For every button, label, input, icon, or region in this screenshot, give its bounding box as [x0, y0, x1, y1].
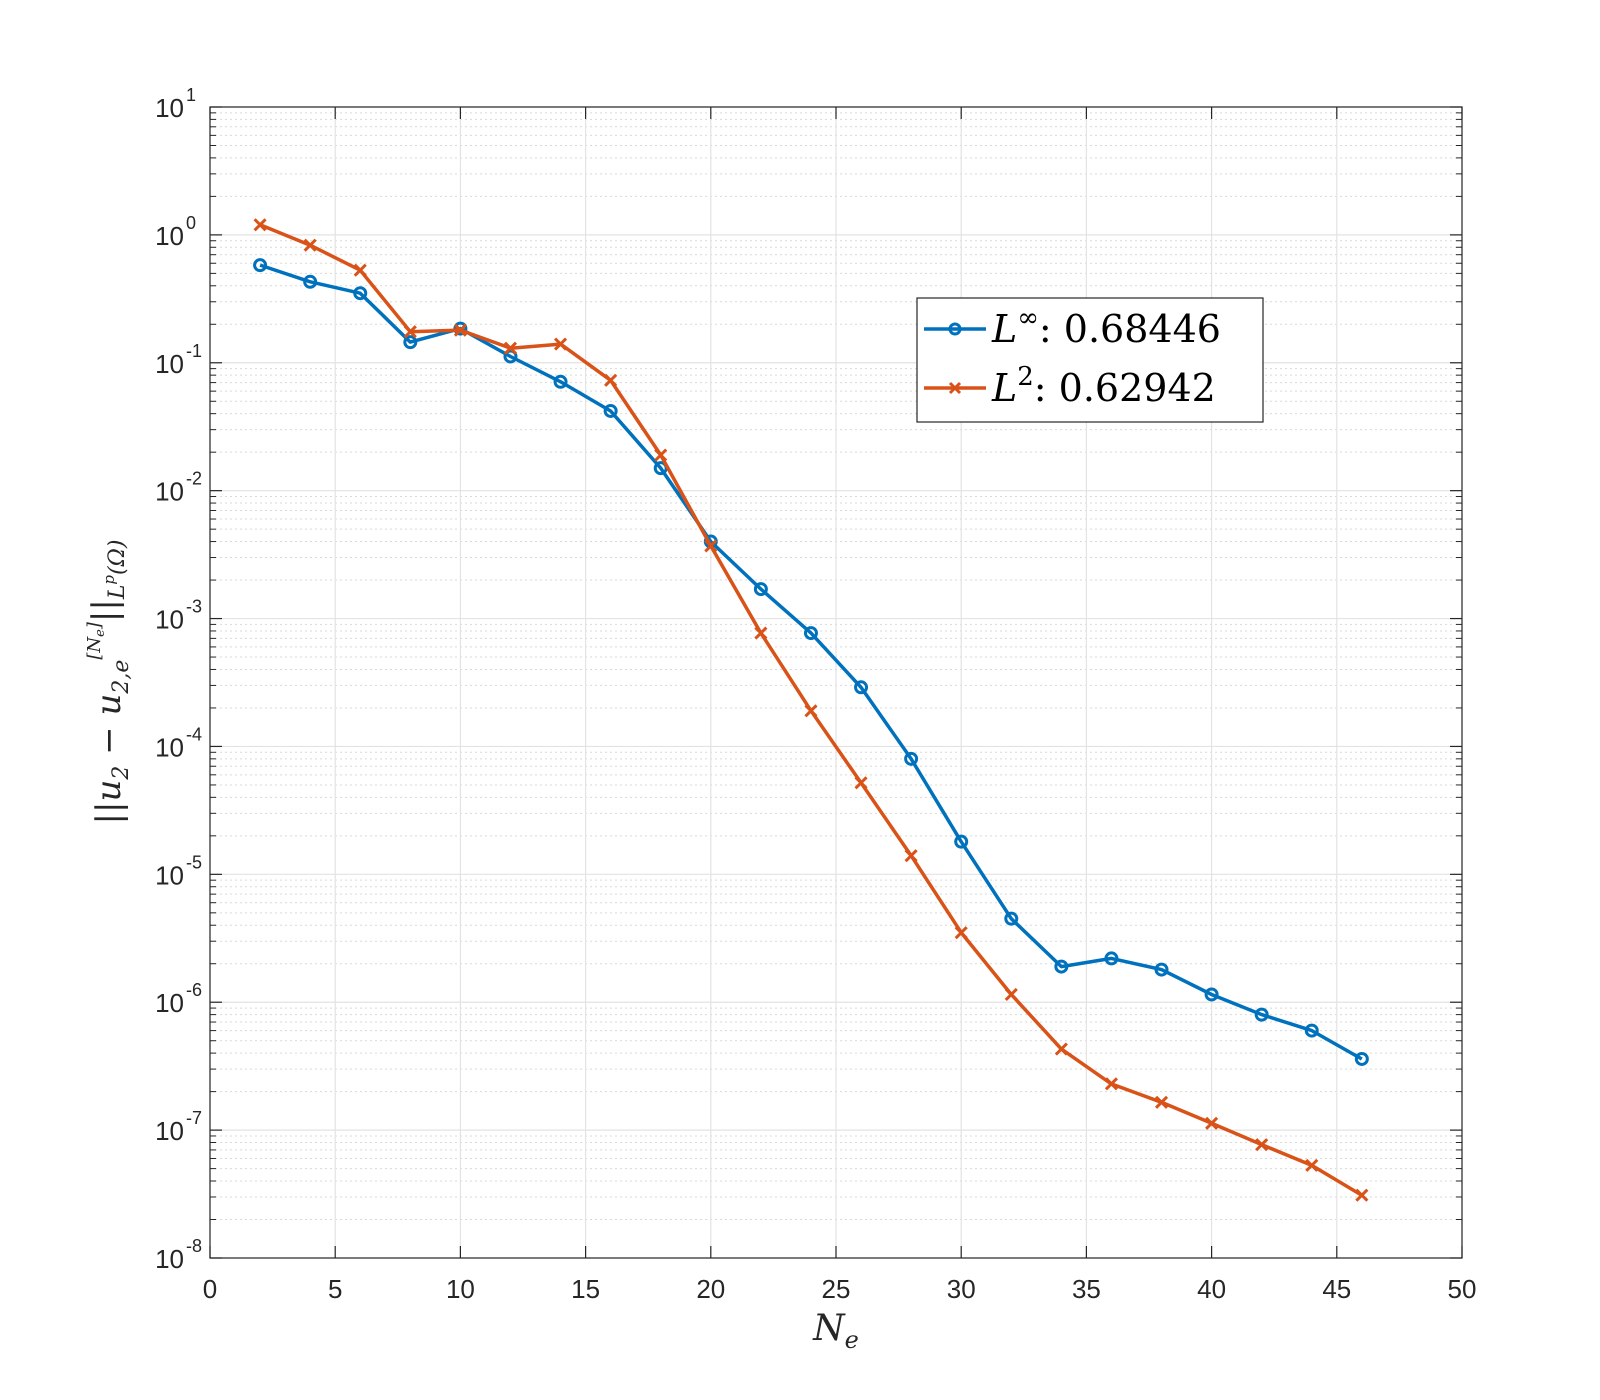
data-point-cross — [854, 776, 868, 790]
data-point-cross — [1255, 1138, 1269, 1152]
data-point-cross — [503, 341, 518, 355]
y-tick-label: 10 — [155, 221, 184, 251]
data-point-cross — [954, 926, 968, 940]
x-tick-label: 0 — [203, 1274, 217, 1304]
data-point-cross — [1355, 1188, 1369, 1202]
data-point-circle — [904, 751, 919, 766]
data-point-circle — [1354, 1051, 1369, 1066]
data-point-cross — [253, 218, 267, 232]
x-tick-label: 25 — [822, 1274, 851, 1304]
legend-marker-cross-icon — [948, 381, 962, 395]
y-tick-label: 10 — [155, 732, 184, 762]
y-tick-exponent: -5 — [186, 852, 202, 872]
legend-label-l2: L2: 0.62942 — [991, 362, 1216, 410]
data-point-circle — [954, 834, 969, 849]
x-tick-label: 5 — [328, 1274, 342, 1304]
y-tick-exponent: -8 — [186, 1236, 202, 1256]
data-point-cross — [453, 323, 467, 337]
data-point-circle — [1254, 1007, 1269, 1022]
data-point-cross — [303, 238, 317, 252]
data-point-cross — [553, 337, 568, 351]
x-tick-label: 35 — [1072, 1274, 1101, 1304]
x-tick-label: 40 — [1197, 1274, 1226, 1304]
series-layer — [253, 218, 1369, 1202]
x-tick-labels: 0 5 10 15 20 25 30 35 40 45 50 — [203, 1274, 1477, 1304]
data-point-cross — [654, 448, 668, 462]
data-point-circle — [353, 286, 368, 301]
legend-l2-sup: 2 — [1017, 362, 1034, 392]
data-point-circle — [854, 680, 869, 695]
data-point-circle — [1204, 987, 1219, 1002]
data-point-cross — [804, 704, 818, 718]
x-tick-label: 20 — [696, 1274, 725, 1304]
legend-linf-value: : 0.68446 — [1039, 307, 1221, 351]
y-tick-exponent: 0 — [186, 213, 196, 233]
data-point-circle — [1054, 959, 1069, 974]
y-tick-exponent: -3 — [186, 597, 202, 617]
data-point-circle — [1104, 951, 1119, 966]
legend: L∞: 0.68446 L2: 0.62942 — [916, 297, 1264, 423]
data-point-cross — [1004, 987, 1018, 1002]
data-point-cross — [904, 849, 918, 863]
y-tick-label: 10 — [155, 93, 184, 123]
y-tick-exponent: -2 — [186, 469, 202, 489]
x-tick-label: 45 — [1322, 1274, 1351, 1304]
legend-label-linf: L∞: 0.68446 — [991, 303, 1221, 351]
data-point-circle — [503, 349, 518, 364]
data-point-cross — [1054, 1042, 1068, 1056]
x-axis-title: Ne — [812, 1308, 859, 1354]
x-tick-label: 50 — [1448, 1274, 1477, 1304]
data-point-circle — [1304, 1023, 1319, 1038]
legend-l2-symbol: L — [991, 366, 1017, 410]
y-tick-label: 10 — [155, 605, 184, 635]
data-point-circle — [303, 274, 318, 289]
data-point-circle — [253, 258, 268, 273]
data-point-cross — [1154, 1095, 1169, 1109]
y-tick-exponent: -4 — [186, 724, 202, 744]
data-point-cross — [353, 263, 367, 277]
x-tick-label: 15 — [571, 1274, 600, 1304]
svg-text:||u2 − u2,e[Ne]||Lp(Ω): ||u2 − u2,e[Ne]||Lp(Ω) — [84, 540, 134, 825]
y-tick-label: 10 — [155, 1244, 184, 1274]
y-tick-exponent: 1 — [186, 85, 196, 105]
data-point-circle — [1154, 962, 1169, 977]
data-point-cross — [1104, 1077, 1119, 1091]
data-point-cross — [1205, 1116, 1219, 1130]
y-tick-exponent: -6 — [186, 980, 202, 1000]
y-tick-label: 10 — [155, 349, 184, 379]
x-tick-label: 30 — [947, 1274, 976, 1304]
data-point-circle — [803, 626, 818, 641]
legend-marker-circle-icon — [948, 322, 962, 336]
data-point-cross — [1305, 1158, 1319, 1172]
y-tick-label: 10 — [155, 860, 184, 890]
legend-l2-value: : 0.62942 — [1034, 366, 1216, 410]
data-point-cross — [403, 325, 417, 339]
y-tick-label: 10 — [155, 477, 184, 507]
data-point-circle — [553, 374, 568, 389]
y-tick-label: 10 — [155, 1116, 184, 1146]
legend-box — [916, 297, 1264, 423]
y-tick-label: 10 — [155, 988, 184, 1018]
series-line — [259, 263, 1363, 1061]
legend-entry-linf: L∞: 0.68446 — [924, 303, 1221, 351]
y-tick-exponent: -7 — [186, 1108, 202, 1128]
data-point-cross — [704, 539, 718, 553]
y-tick-exponent: -1 — [186, 341, 202, 361]
data-point-cross — [604, 373, 618, 387]
ticks-layer — [209, 106, 1463, 1259]
legend-entry-l2: L2: 0.62942 — [924, 362, 1216, 410]
data-point-circle — [403, 335, 418, 350]
legend-linf-symbol: L — [991, 307, 1017, 351]
data-point-circle — [603, 403, 618, 418]
data-point-circle — [753, 582, 768, 597]
x-tick-label: 10 — [446, 1274, 475, 1304]
legend-linf-sup: ∞ — [1017, 303, 1039, 333]
data-point-circle — [1004, 911, 1019, 926]
data-point-cross — [754, 626, 768, 640]
y-axis-title: ||u2 − u2,e[Ne]||Lp(Ω) — [84, 540, 134, 825]
series-l2 — [253, 218, 1369, 1202]
